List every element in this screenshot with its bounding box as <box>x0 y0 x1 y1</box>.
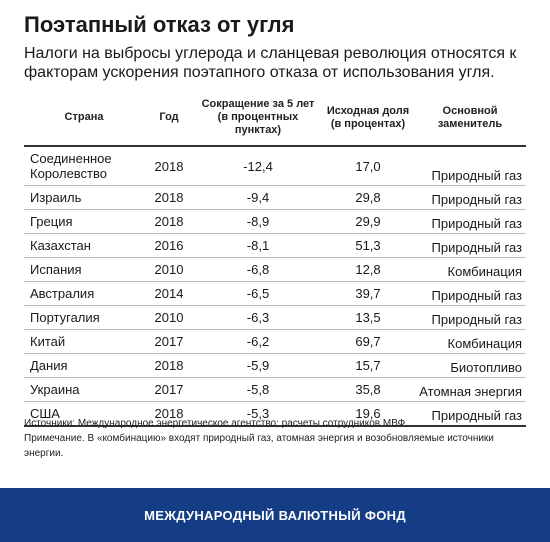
cell-substitute: Атомная энергия <box>419 384 522 399</box>
cell-initial-share: 13,5 <box>355 310 381 325</box>
cell-country: Австралия <box>30 286 95 301</box>
table-row: Испания 2010 -6,8 12,8 Комбинация <box>24 258 526 282</box>
cell-year: 2018 <box>154 406 184 421</box>
cell-reduction: -6,8 <box>246 262 270 277</box>
cell-year: 2016 <box>154 238 184 253</box>
cell-substitute: Биотопливо <box>450 360 522 375</box>
cell-initial-share: 19,6 <box>355 406 381 421</box>
cell-substitute: Природный газ <box>431 288 523 303</box>
table-row: Португалия 2010 -6,3 13,5 Природный газ <box>24 306 526 330</box>
cell-year: 2017 <box>154 334 184 349</box>
cell-year: 2014 <box>154 286 184 301</box>
cell-substitute: Природный газ <box>431 240 523 255</box>
table-header: Страна Год Сокращение за 5 лет (в процен… <box>24 98 526 146</box>
cell-year: 2010 <box>154 262 184 277</box>
cell-initial-share: 69,7 <box>355 334 381 349</box>
cell-reduction: -5,9 <box>246 358 270 373</box>
cell-country: Казахстан <box>30 238 91 253</box>
table-row: Греция 2018 -8,9 29,9 Природный газ <box>24 210 526 234</box>
footer-banner: МЕЖДУНАРОДНЫЙ ВАЛЮТНЫЙ ФОНД <box>0 488 550 542</box>
footer-label: МЕЖДУНАРОДНЫЙ ВАЛЮТНЫЙ ФОНД <box>144 507 406 523</box>
cell-substitute: Природный газ <box>431 312 523 327</box>
cell-reduction: -5,8 <box>246 382 270 397</box>
cell-initial-share: 29,9 <box>355 214 381 229</box>
cell-year: 2010 <box>154 310 184 325</box>
notes: Источники: Международное энергетическое … <box>24 416 524 461</box>
header-country: Страна <box>64 111 104 123</box>
cell-country: Украина <box>30 382 80 397</box>
cell-initial-share: 35,8 <box>355 382 381 397</box>
cell-substitute: Природный газ <box>431 216 523 231</box>
cell-reduction: -12,4 <box>243 158 273 174</box>
header-initial-share: Исходная доля (в процентах) <box>326 104 410 130</box>
cell-reduction: -9,4 <box>246 190 270 205</box>
sources-note: Источники: Международное энергетическое … <box>24 418 408 429</box>
cell-initial-share: 39,7 <box>355 286 381 301</box>
cell-country: Китай <box>30 334 66 349</box>
page-title: Поэтапный отказ от угля <box>24 12 295 37</box>
cell-country: Израиль <box>30 190 82 205</box>
header-year: Год <box>159 111 179 123</box>
cell-year: 2018 <box>154 358 184 373</box>
header-substitute: Основной заменитель <box>437 104 503 130</box>
cell-substitute: Комбинация <box>447 336 522 351</box>
cell-country: Дания <box>30 358 68 373</box>
cell-reduction: -5,3 <box>246 406 270 421</box>
cell-reduction: -8,1 <box>246 238 270 253</box>
cell-country: Португалия <box>30 310 100 325</box>
cell-initial-share: 17,0 <box>355 158 381 174</box>
cell-initial-share: 15,7 <box>355 358 381 373</box>
cell-country: Греция <box>30 214 73 229</box>
table-row: Израиль 2018 -9,4 29,8 Природный газ <box>24 186 526 210</box>
cell-substitute: Природный газ <box>431 408 523 423</box>
table-row: Украина 2017 -5,8 35,8 Атомная энергия <box>24 378 526 402</box>
cell-initial-share: 51,3 <box>355 238 381 253</box>
cell-year: 2018 <box>154 214 184 229</box>
table-row: Соединенное Королевство 2018 -12,4 17,0 Прир… <box>24 146 526 186</box>
cell-year: 2017 <box>154 382 184 397</box>
table-row: США 2018 -5,3 19,6 Природный газ <box>24 402 526 426</box>
page-subtitle: Налоги на выбросы углерода и сланцевая р… <box>24 45 517 81</box>
cell-reduction: -6,5 <box>246 286 270 301</box>
cell-substitute: Природный газ <box>431 192 523 207</box>
cell-reduction: -6,2 <box>246 334 270 349</box>
cell-year: 2018 <box>154 158 184 174</box>
cell-country: Испания <box>30 262 82 277</box>
table-row: Дания 2018 -5,9 15,7 Биотопливо <box>24 354 526 378</box>
cell-country: Соединенное Королевство <box>30 151 112 181</box>
cell-reduction: -8,9 <box>246 214 270 229</box>
cell-reduction: -6,3 <box>246 310 270 325</box>
table-row: Австралия 2014 -6,5 39,7 Природный газ <box>24 282 526 306</box>
cell-initial-share: 12,8 <box>355 262 381 277</box>
cell-country: США <box>30 406 60 421</box>
cell-initial-share: 29,8 <box>355 190 381 205</box>
cell-substitute: Комбинация <box>447 264 522 279</box>
header-reduction: Сокращение за 5 лет (в процентных пункта… <box>201 98 315 136</box>
table-body: Соединенное Королевство 2018 -12,4 17,0 Прир… <box>24 146 526 426</box>
explanatory-note: Примечание. В «комбинацию» входят природ… <box>24 433 494 459</box>
table-row: Китай 2017 -6,2 69,7 Комбинация <box>24 330 526 354</box>
cell-substitute: Природный газ <box>431 168 523 183</box>
coal-phaseout-table: Страна Год Сокращение за 5 лет (в процен… <box>24 98 526 427</box>
table-row: Казахстан 2016 -8,1 51,3 Природный газ <box>24 234 526 258</box>
cell-year: 2018 <box>154 190 184 205</box>
